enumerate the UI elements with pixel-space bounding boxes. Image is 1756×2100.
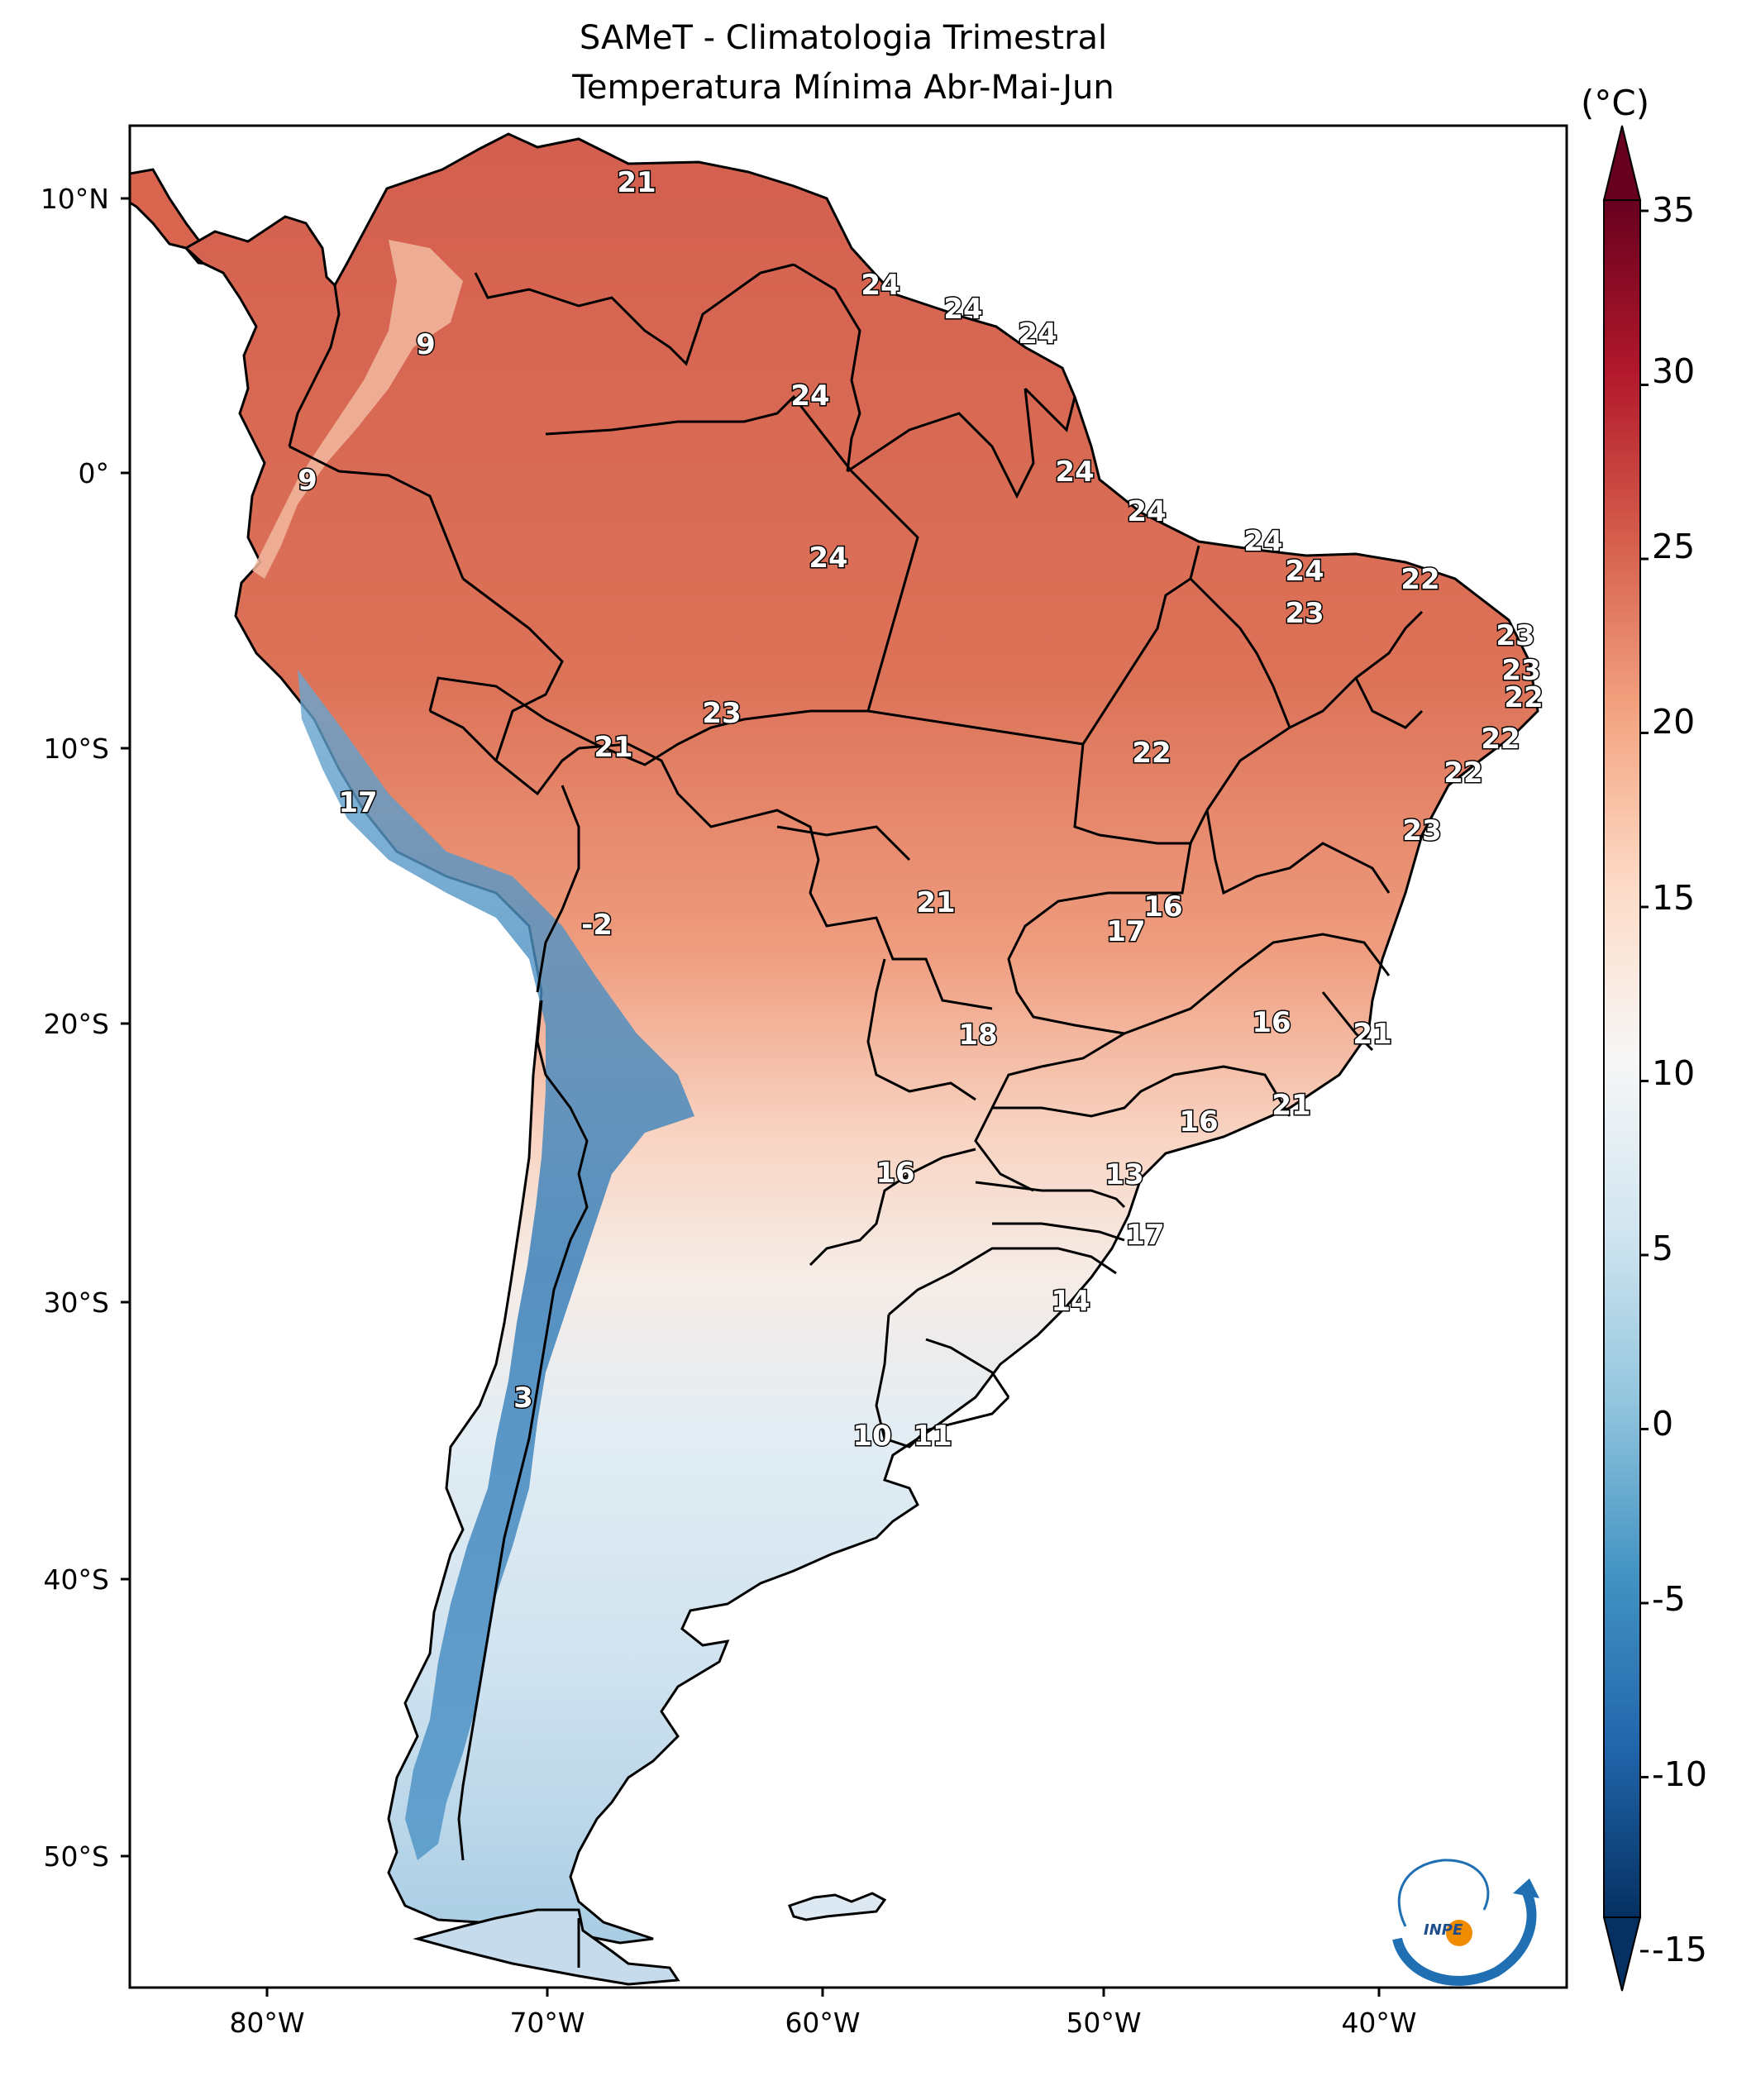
- colorbar-tick-label: -5: [1652, 1579, 1686, 1619]
- map-value-label: 24: [943, 293, 982, 326]
- map-value-label: 23: [1402, 814, 1441, 847]
- map-value-label: 23: [702, 697, 741, 730]
- map-value-label: 9: [416, 328, 436, 361]
- map-value-label: 17: [1106, 915, 1145, 948]
- map-value-label: 24: [809, 542, 847, 575]
- colorbar-tick-label: 35: [1652, 190, 1695, 230]
- map-value-label: 18: [958, 1019, 997, 1052]
- chart-subtitle: Temperatura Mínima Abr-Mai-Jun: [572, 69, 1114, 107]
- north-andes-region: [252, 240, 463, 579]
- colorbar-unit: (°C): [1581, 83, 1650, 123]
- colorbar-tick-label: 15: [1652, 878, 1695, 918]
- map-value-label: 21: [617, 166, 656, 199]
- map-value-label: 24: [1055, 456, 1094, 489]
- inpe-logo: INPE: [1392, 1859, 1539, 1986]
- map-value-label: 24: [790, 379, 829, 413]
- colorbar-tick-label: 0: [1652, 1404, 1673, 1444]
- map-value-label: 22: [1443, 756, 1482, 790]
- colorbar-min-arrow: [1602, 1916, 1642, 1992]
- map-value-label: 22: [1504, 681, 1543, 714]
- colorbar-tick-label: -15: [1652, 1930, 1707, 1969]
- map-value-labels: 21 24 24 24 24 9 24 9 24 24 24 24 22 23 …: [297, 165, 1545, 1454]
- map-value-label: 21: [594, 731, 632, 764]
- colorbar-tick-label: -10: [1652, 1754, 1707, 1794]
- lon-label: 70°W: [509, 2007, 585, 2039]
- colorbar-tick-label: 20: [1652, 702, 1695, 742]
- tierra-del-fuego: [413, 1908, 680, 1986]
- chart-title: SAMeT - Climatologia Trimestral: [579, 19, 1108, 57]
- map-value-label: 22: [1481, 723, 1520, 756]
- map-value-label: 21: [916, 886, 955, 919]
- map-value-label: 22: [1401, 563, 1439, 596]
- map-value-label: 17: [338, 786, 377, 819]
- map-value-label: 21: [1272, 1089, 1310, 1122]
- lat-label: 10°N: [41, 183, 109, 215]
- lat-axis: 10°N 0° 10°S 20°S 30°S 40°S 50°S: [41, 183, 130, 1873]
- map-layer: [130, 132, 1539, 1986]
- map-value-label: 24: [1243, 525, 1282, 558]
- lon-label: 60°W: [785, 2007, 860, 2039]
- map-value-label: 13: [1105, 1158, 1143, 1191]
- lon-label: 40°W: [1341, 2007, 1416, 2039]
- map-value-label: 16: [1143, 890, 1182, 924]
- map-value-label: 14: [1051, 1285, 1090, 1318]
- map-value-label: 16: [1252, 1006, 1291, 1039]
- map-frame: [128, 124, 1568, 1989]
- map-value-label: -2: [581, 909, 613, 942]
- map-value-label: 17: [1125, 1219, 1164, 1252]
- colorbar-tick-label: 30: [1652, 351, 1695, 391]
- map-value-label: 22: [1132, 737, 1171, 770]
- falkland-islands: [788, 1892, 887, 1921]
- colorbar-gradient: [1603, 199, 1641, 1918]
- map-value-label: 23: [1285, 597, 1324, 630]
- map-value-label: 16: [876, 1157, 914, 1190]
- lat-label: 0°: [79, 457, 110, 489]
- map-value-label: 11: [913, 1420, 952, 1453]
- lat-label: 30°S: [44, 1286, 109, 1319]
- colorbar: 35 30 25 20 15 10 5 0 -5 -10 -15: [1602, 125, 1707, 1992]
- map-value-label: 24: [1127, 495, 1166, 528]
- map-value-label: 24: [1285, 555, 1324, 588]
- lon-label: 80°W: [229, 2007, 304, 2039]
- map-value-label: 24: [861, 269, 899, 302]
- lat-label: 50°S: [44, 1840, 109, 1873]
- lon-axis: 80°W 70°W 60°W 50°W 40°W: [229, 1988, 1417, 2039]
- map-value-label: 24: [1018, 317, 1057, 351]
- colorbar-tick-label: 5: [1652, 1229, 1673, 1268]
- colorbar-max-arrow: [1602, 125, 1642, 201]
- lon-label: 50°W: [1066, 2007, 1141, 2039]
- map-value-label: 3: [513, 1382, 533, 1415]
- colorbar-tick-label: 25: [1652, 527, 1695, 566]
- andes-cold-region: [298, 670, 694, 1860]
- political-borders: [288, 263, 1424, 1968]
- map-value-label: 10: [852, 1420, 891, 1453]
- lat-label: 40°S: [44, 1563, 109, 1596]
- map-value-label: 21: [1353, 1018, 1391, 1051]
- map-value-label: 16: [1179, 1105, 1218, 1138]
- lat-label: 20°S: [44, 1008, 109, 1040]
- map-value-label: 9: [298, 464, 317, 497]
- map-value-label: 23: [1496, 619, 1534, 652]
- logo-text: INPE: [1424, 1921, 1463, 1939]
- map-value-label: 23: [1501, 654, 1540, 687]
- lat-label: 10°S: [44, 733, 109, 765]
- colorbar-tick-label: 10: [1652, 1053, 1695, 1093]
